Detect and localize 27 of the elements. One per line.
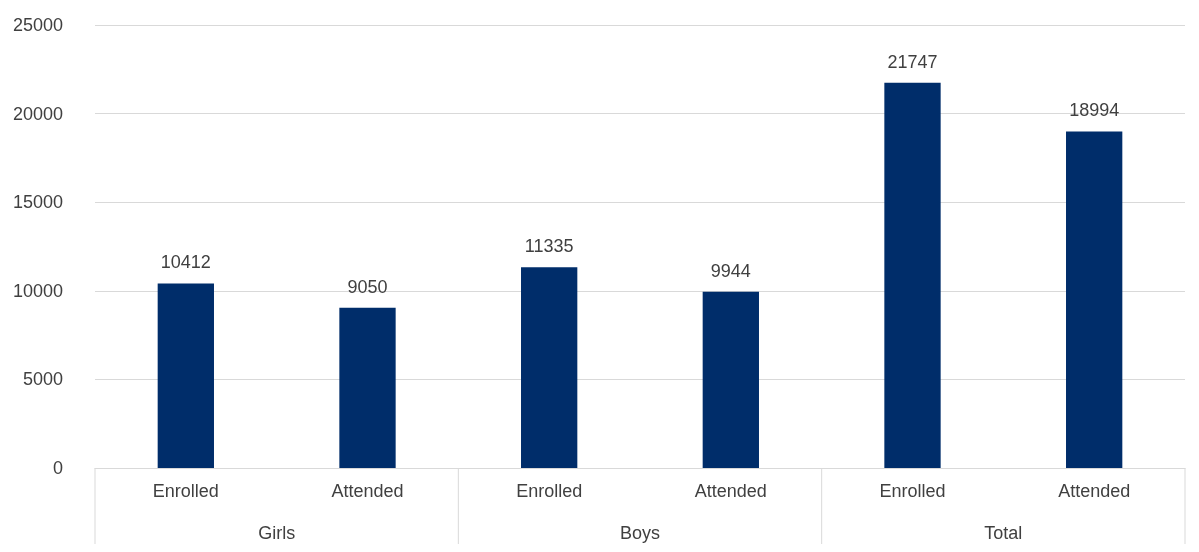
x-tick-label: Enrolled (152, 481, 219, 501)
text: Boys (619, 523, 661, 543)
y-tick-label: 20000 (12, 103, 63, 124)
y-tick-label: 10000 (12, 280, 63, 301)
x-tick-label: Enrolled (516, 481, 583, 501)
text: Total (984, 523, 1023, 543)
bar (339, 307, 396, 468)
data-label: 9944 (710, 260, 751, 281)
x-tick-label: Attended (694, 481, 767, 501)
data-label: 21747 (887, 51, 938, 72)
data-label: 11335 (524, 236, 574, 257)
x-tick-label: Enrolled (879, 481, 946, 501)
x-tick-label: Attended (331, 481, 404, 501)
bar (157, 283, 214, 468)
bar (884, 82, 941, 468)
text: Girls (258, 523, 296, 543)
y-tick-label: 25000 (12, 15, 63, 35)
y-tick-label: 5000 (22, 369, 63, 390)
y-tick-label: 0 (52, 458, 63, 478)
data-label: 18994 (1069, 100, 1120, 121)
data-label: 10412 (160, 252, 211, 273)
bar (702, 291, 759, 468)
data-label: 9050 (347, 276, 388, 297)
bar (1066, 131, 1123, 468)
x-tick-label: Attended (1058, 481, 1131, 501)
y-tick-label: 15000 (12, 192, 63, 213)
bar (521, 267, 578, 468)
